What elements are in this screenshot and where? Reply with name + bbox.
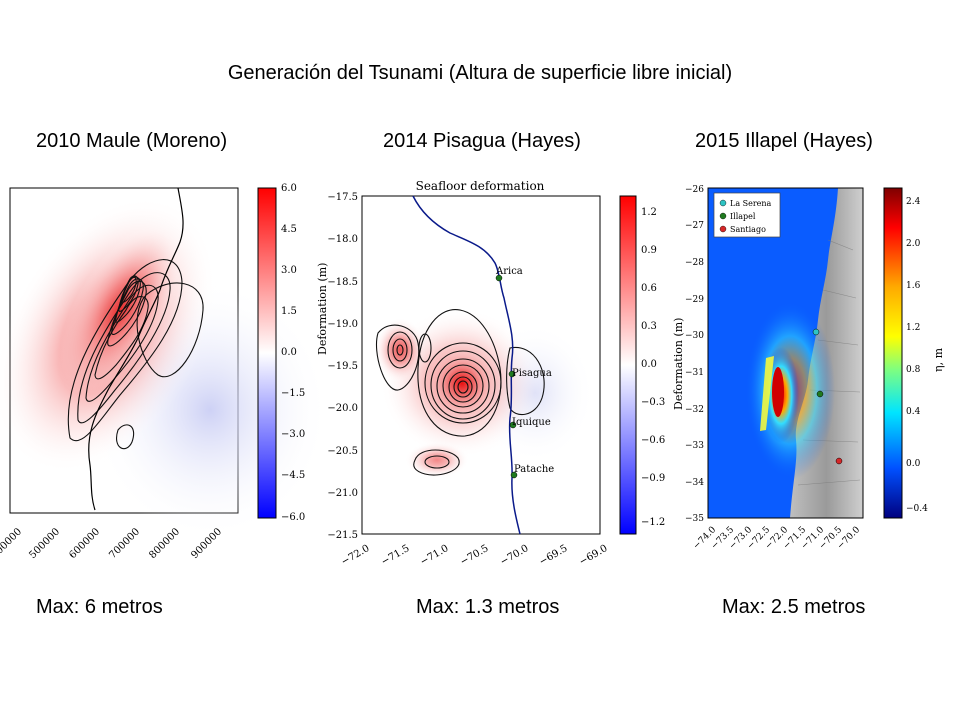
pisagua-figure: Seafloor deformation A <box>327 179 665 568</box>
pisagua-x-tick: −71.0 <box>418 543 450 568</box>
illapel-y-tick: −35 <box>685 514 704 524</box>
panel-heading-pisagua: 2014 Pisagua (Hayes) <box>383 130 581 152</box>
pisagua-y-tick: −21.5 <box>327 530 358 541</box>
maule-x-tick: 500000 <box>27 526 62 561</box>
illapel-y-tick: −26 <box>685 185 704 195</box>
patache-marker <box>510 471 518 479</box>
pisagua-y-axis: −17.5 −18.0 −18.5 −19.0 −19.5 −20.0 −20.… <box>327 192 358 541</box>
max-text-maule: Max: 6 metros <box>36 596 163 618</box>
maule-cbar-tick: −3.0 <box>281 429 305 440</box>
pisagua-x-axis: −72.0 −71.5 −71.0 −70.5 −70.0 −69.5 −69.… <box>339 543 609 568</box>
illapel-cbar-tick: 0.4 <box>906 407 921 417</box>
pisagua-colorbar: 1.2 0.9 0.6 0.3 0.0 −0.3 −0.6 −0.9 −1.2 <box>619 195 665 535</box>
pisagua-places: Arica Pisagua Iquique Patache <box>495 266 554 479</box>
max-text-illapel: Max: 2.5 metros <box>722 596 866 618</box>
pisagua-cbar-tick: 0.3 <box>641 321 657 332</box>
pisagua-y-tick: −18.0 <box>327 234 358 245</box>
illapel-colorbar-label: η, m <box>932 347 945 372</box>
illapel-cbar-tick: 2.4 <box>906 197 921 207</box>
illapel-y-tick: −30 <box>685 331 704 341</box>
pisagua-y-tick: −19.5 <box>327 361 358 372</box>
place-label-patache: Patache <box>514 464 554 475</box>
pisagua-contours <box>376 309 545 476</box>
illapel-cbar-tick: 2.0 <box>906 239 921 249</box>
maule-colorbar: 6.0 4.5 3.0 1.5 0.0 −1.5 −3.0 −4.5 −6.0 <box>257 183 305 523</box>
max-text-pisagua: Max: 1.3 metros <box>416 596 560 618</box>
pisagua-x-tick: −71.5 <box>379 543 411 568</box>
pisagua-cbar-tick: 0.6 <box>641 283 657 294</box>
maule-coastline <box>88 187 184 511</box>
pisagua-y-tick: −20.5 <box>327 446 358 457</box>
pisagua-cbar-tick: −0.3 <box>641 397 665 408</box>
illapel-legend: La Serena Illapel Santiago <box>713 192 781 238</box>
illapel-y-tick: −27 <box>685 221 704 231</box>
pisagua-cbar-tick: −1.2 <box>641 517 665 528</box>
illapel-cbar-tick: 1.2 <box>906 323 920 333</box>
legend-label-illapel: Illapel <box>730 212 756 221</box>
illapel-y-tick: −28 <box>685 258 704 268</box>
maule-x-tick: 400000 <box>0 526 24 561</box>
santiago-marker <box>835 457 843 465</box>
pisagua-y-tick: −21.0 <box>327 488 358 499</box>
illapel-y-tick: −31 <box>685 368 704 378</box>
pisagua-x-tick: −70.0 <box>498 543 530 568</box>
la-serena-marker <box>812 328 820 336</box>
illapel-y-axis: −26 −27 −28 −29 −30 −31 −32 −33 −34 −35 <box>685 185 704 524</box>
slide-title: Generación del Tsunami (Altura de superf… <box>227 62 733 84</box>
legend-label-la-serena: La Serena <box>730 199 772 208</box>
maule-cbar-tick: 0.0 <box>281 347 297 358</box>
illapel-cbar-tick: −0.4 <box>906 504 928 514</box>
illapel-y-tick: −32 <box>685 405 704 415</box>
illapel-y-tick: −33 <box>685 441 704 451</box>
maule-cbar-tick: 6.0 <box>281 183 297 194</box>
pisagua-x-tick: −70.5 <box>458 543 490 568</box>
pisagua-cbar-tick: 0.0 <box>641 359 657 370</box>
pisagua-marker <box>508 370 516 378</box>
maule-cbar-tick: −1.5 <box>281 388 305 399</box>
pisagua-cbar-tick: 1.2 <box>641 207 657 218</box>
illapel-x-axis: −74.0 −73.5 −73.0 −72.5 −72.0 −71.5 −71.… <box>692 525 863 552</box>
illapel-cbar-tick: 0.0 <box>906 459 921 469</box>
place-label-arica: Arica <box>495 266 523 277</box>
pisagua-cbar-tick: −0.6 <box>641 435 665 446</box>
pisagua-y-axis-label: Deformation (m) <box>316 262 329 355</box>
panel-heading-maule: 2010 Maule (Moreno) <box>36 130 228 152</box>
maule-x-tick: 800000 <box>147 526 182 561</box>
pisagua-y-tick: −18.5 <box>327 277 358 288</box>
pisagua-y-tick: −17.5 <box>327 192 358 203</box>
maule-cbar-tick: −4.5 <box>281 470 305 481</box>
maule-contours <box>67 259 204 450</box>
place-label-iquique: Iquique <box>512 417 551 428</box>
pisagua-y-tick: −20.0 <box>327 403 358 414</box>
maule-cbar-tick: 1.5 <box>281 306 297 317</box>
pisagua-cbar-tick: 0.9 <box>641 245 657 256</box>
illapel-colorbar: 2.4 2.0 1.6 1.2 0.8 0.4 0.0 −0.4 <box>883 187 928 519</box>
maule-cbar-tick: −6.0 <box>281 512 305 523</box>
maule-x-tick: 700000 <box>107 526 142 561</box>
arica-marker <box>495 274 503 282</box>
illapel-plot-area: La Serena Illapel Santiago <box>707 187 864 519</box>
illapel-figure: La Serena Illapel Santiago −26 −27 −28 −… <box>685 185 928 552</box>
pisagua-y-tick: −19.0 <box>327 319 358 330</box>
maule-x-tick: 600000 <box>67 526 102 561</box>
legend-label-santiago: Santiago <box>730 225 766 234</box>
illapel-y-tick: −34 <box>685 478 704 488</box>
panel-heading-illapel: 2015 Illapel (Hayes) <box>695 130 873 152</box>
pisagua-x-tick: −69.0 <box>577 543 609 568</box>
illapel-terrain <box>797 239 861 486</box>
maule-figure: 400000 500000 600000 700000 800000 90000… <box>0 183 320 561</box>
pisagua-x-tick: −72.0 <box>339 543 371 568</box>
pisagua-plot-area: Arica Pisagua Iquique Patache <box>361 195 601 535</box>
illapel-marker <box>816 390 824 398</box>
illapel-cbar-tick: 0.8 <box>906 365 921 375</box>
pisagua-cbar-tick: −0.9 <box>641 473 665 484</box>
illapel-cbar-tick: 1.6 <box>906 281 921 291</box>
pisagua-x-tick: −69.5 <box>537 543 569 568</box>
pisagua-plot-title: Seafloor deformation <box>416 179 545 193</box>
maule-cbar-tick: 3.0 <box>281 265 297 276</box>
illapel-y-tick: −29 <box>685 295 704 305</box>
iquique-marker <box>509 421 517 429</box>
place-label-pisagua: Pisagua <box>512 368 552 379</box>
maule-cbar-tick: 4.5 <box>281 224 297 235</box>
